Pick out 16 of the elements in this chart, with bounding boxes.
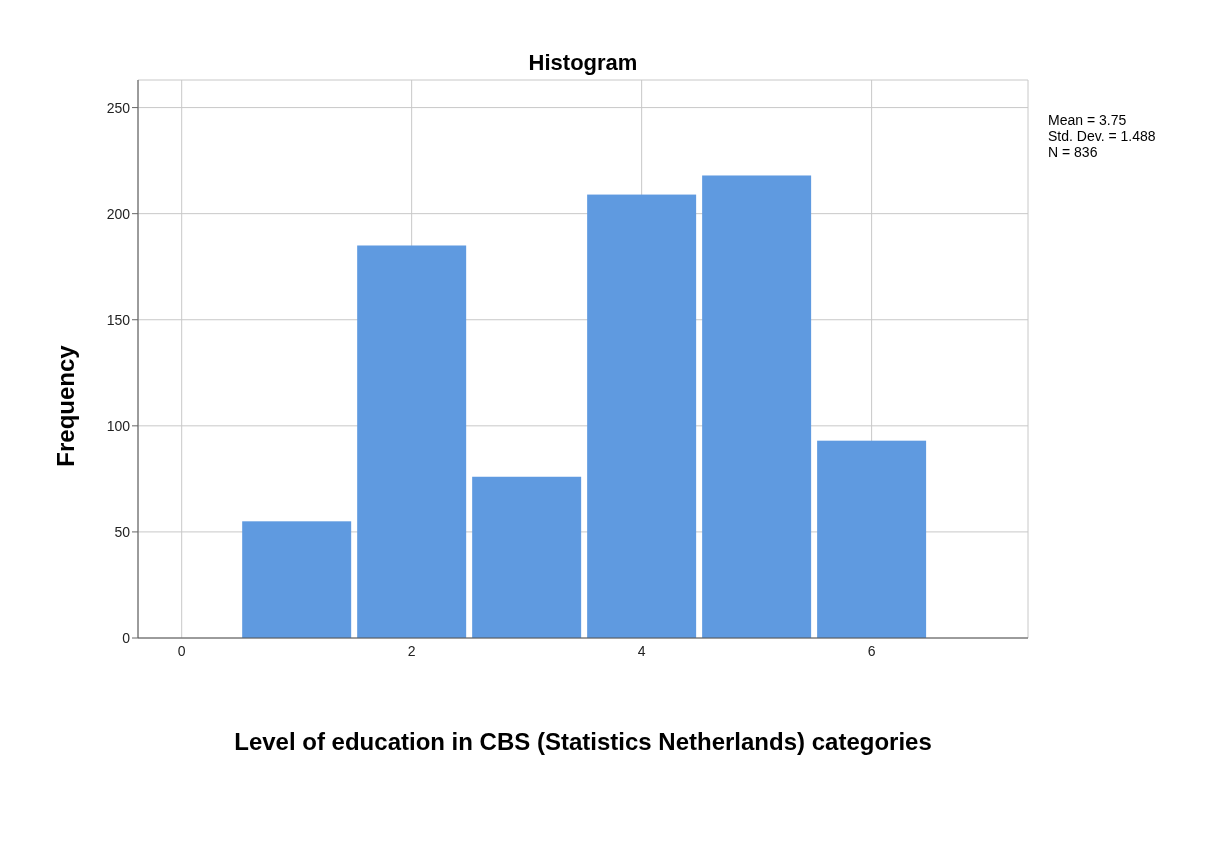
y-tick-label: 150 <box>106 311 131 328</box>
x-axis-title: Level of education in CBS (Statistics Netherlands) categories <box>233 728 933 756</box>
x-tick-label: 2 <box>407 642 416 659</box>
text: N = 836 <box>1048 144 1099 160</box>
y-axis-title: Frequency <box>52 345 80 467</box>
x-tick-label: 6 <box>867 642 876 659</box>
chart-title: Histogram <box>527 50 639 76</box>
y-tick-label: 0 <box>122 629 131 646</box>
y-tick-label: 50 <box>114 523 131 540</box>
y-tick-label: 100 <box>106 417 131 434</box>
y-tick-label: 200 <box>106 205 131 222</box>
text: Std. Dev. = 1.488 <box>1048 128 1156 144</box>
x-tick-label: 4 <box>637 642 646 659</box>
x-tick-label: 0 <box>177 642 186 659</box>
text: Mean = 3.75 <box>1048 112 1128 128</box>
y-tick-label: 250 <box>106 99 131 116</box>
